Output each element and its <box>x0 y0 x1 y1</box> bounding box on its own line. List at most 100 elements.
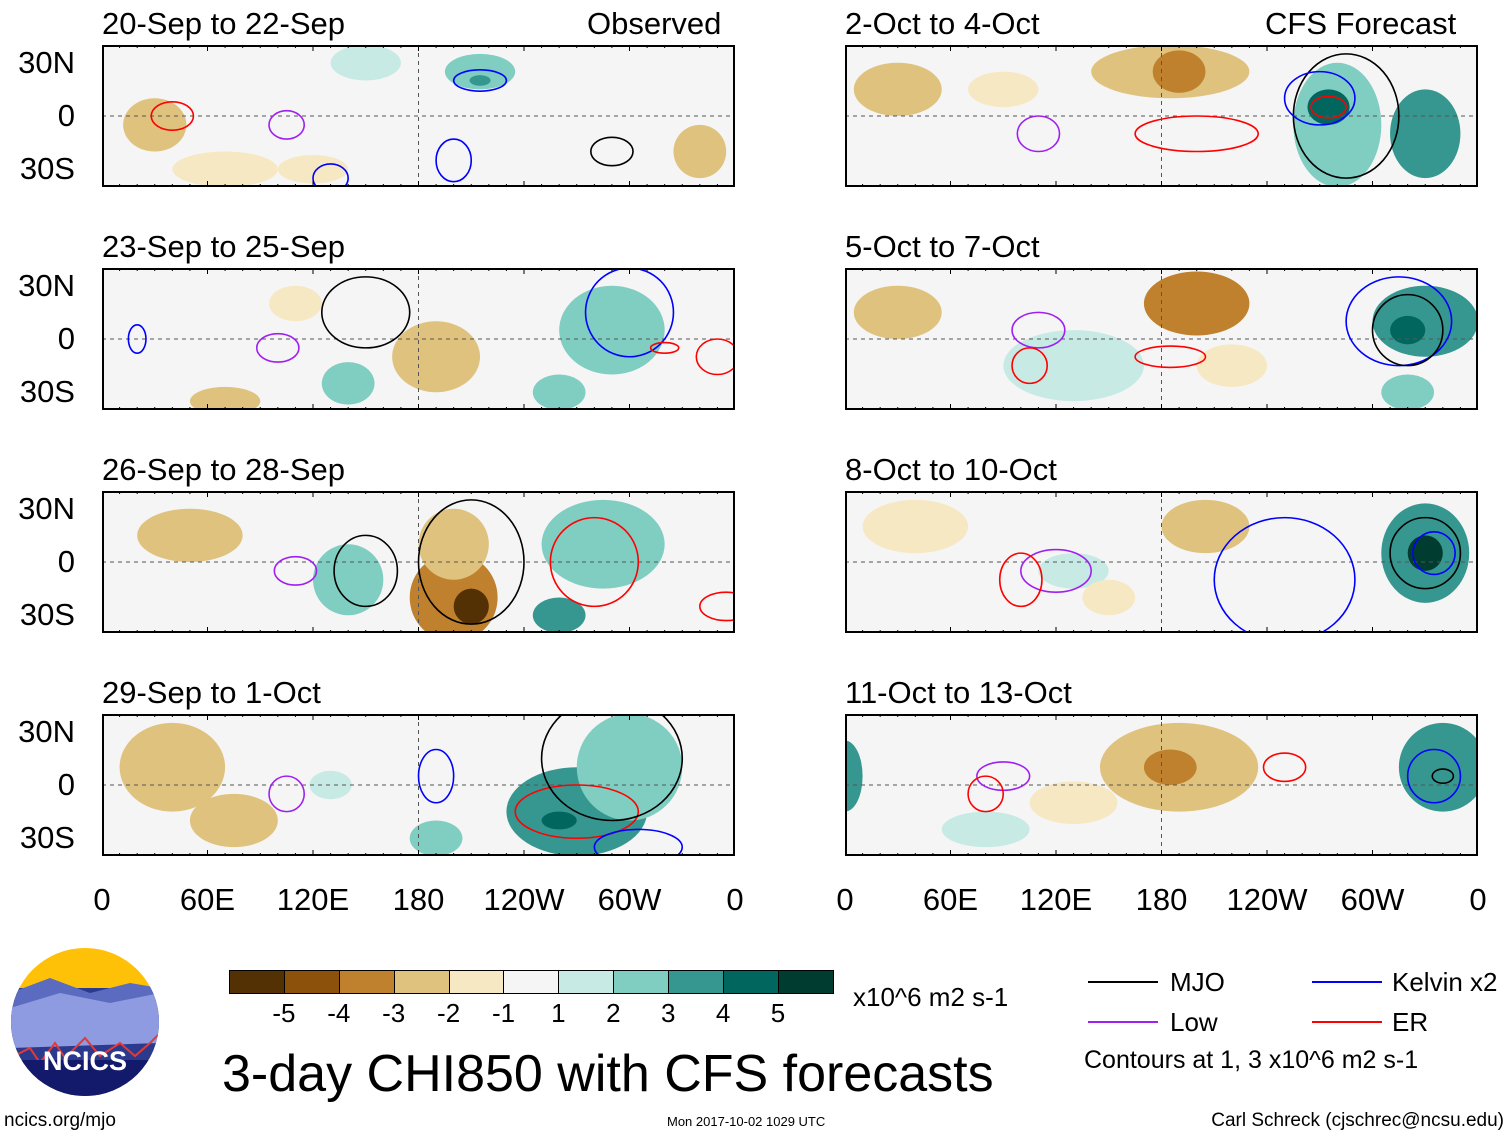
er-contour <box>150 100 195 131</box>
anomaly-shading <box>309 770 352 800</box>
mjo-contour <box>320 276 411 349</box>
colorbar-units: x10^6 m2 s-1 <box>853 982 1009 1012</box>
kelvin-contour <box>1213 516 1356 633</box>
low-contour <box>255 332 300 363</box>
x-tick-label: 180 <box>392 882 445 917</box>
low-contour <box>1016 115 1061 153</box>
anomaly-shading <box>576 714 683 821</box>
map-panel <box>102 714 735 856</box>
map-panel <box>845 491 1478 633</box>
anomaly-shading <box>321 362 375 405</box>
colorbar-swatch <box>724 971 779 993</box>
observed-header: Observed <box>587 6 722 41</box>
anomaly-shading <box>189 793 278 848</box>
contour-note: Contours at 1, 3 x10^6 m2 s-1 <box>1084 1046 1419 1074</box>
mjo-contour <box>1431 768 1455 785</box>
y-tick-label: 30S <box>19 597 75 633</box>
legend-mjo: MJO <box>1170 967 1225 997</box>
kelvin-contour <box>435 138 473 183</box>
legend-er-line <box>1312 1021 1382 1023</box>
anomaly-shading <box>1029 781 1118 825</box>
x-tick-label: 180 <box>1135 882 1188 917</box>
anomaly-shading <box>137 508 243 562</box>
anomaly-shading <box>119 722 226 812</box>
panel-title: 5-Oct to 7-Oct <box>845 229 1040 264</box>
anomaly-shading <box>1307 89 1350 125</box>
anomaly-shading <box>1003 330 1144 402</box>
anomaly-shading <box>845 740 863 812</box>
anomaly-shading <box>673 124 727 179</box>
kelvin-contour <box>312 163 349 187</box>
y-tick-label: 0 <box>57 544 75 579</box>
legend-kelvin: Kelvin x2 <box>1392 967 1498 997</box>
y-tick-label: 30N <box>18 490 75 526</box>
y-tick-label: 30N <box>18 267 75 303</box>
logo-text: NCICS <box>43 1046 127 1076</box>
x-tick-label: 0 <box>836 882 854 917</box>
anomaly-shading <box>853 62 942 116</box>
colorbar-swatch <box>230 971 285 993</box>
legend-low-line <box>1088 1021 1158 1023</box>
kelvin-contour <box>1406 748 1462 804</box>
anomaly-shading <box>541 811 577 830</box>
mjo-contour <box>540 714 684 822</box>
colorbar-label: 3 <box>660 998 676 1028</box>
colorbar <box>229 970 834 994</box>
anomaly-shading <box>1293 62 1382 187</box>
anomaly-shading <box>1381 374 1435 410</box>
mjo-contour <box>333 534 399 608</box>
y-tick-label: 0 <box>57 767 75 802</box>
panel-title: 26-Sep to 28-Sep <box>102 452 346 487</box>
figure-title: 3-day CHI850 with CFS forecasts <box>222 1045 994 1103</box>
anomaly-shading <box>392 321 481 393</box>
anomaly-shading <box>1143 749 1197 785</box>
low-contour <box>268 775 306 813</box>
kelvin-contour <box>1283 70 1356 126</box>
anomaly-shading <box>1143 271 1250 336</box>
panel-title: 8-Oct to 10-Oct <box>845 452 1057 487</box>
map-panel <box>845 45 1478 187</box>
kelvin-contour <box>127 323 147 354</box>
colorbar-swatch <box>339 971 395 993</box>
anomaly-shading <box>1372 285 1478 357</box>
kelvin-contour <box>1345 276 1453 367</box>
anomaly-shading <box>1398 722 1478 812</box>
er-contour <box>1134 115 1260 153</box>
colorbar-label: -3 <box>382 998 406 1028</box>
low-contour <box>273 555 318 586</box>
x-tick-label: 60W <box>597 882 662 917</box>
anomaly-shading <box>172 151 278 187</box>
map-panel <box>102 45 735 187</box>
legend-er: ER <box>1392 1007 1429 1037</box>
anomaly-shading <box>532 374 586 410</box>
footer-url[interactable]: ncics.org/mjo <box>4 1110 116 1131</box>
anomaly-shading <box>277 155 349 184</box>
colorbar-label: -1 <box>491 998 516 1028</box>
map-panel <box>102 268 735 410</box>
colorbar-label: 5 <box>770 998 786 1028</box>
footer-timestamp: Mon 2017-10-02 1029 UTC <box>667 1114 826 1129</box>
y-tick-label: 0 <box>57 321 75 356</box>
panel-title: 2-Oct to 4-Oct <box>845 6 1040 41</box>
anomaly-shading <box>532 597 586 633</box>
er-contour <box>1262 752 1307 783</box>
y-tick-label: 30S <box>19 820 75 856</box>
x-tick-label: 0 <box>726 882 744 917</box>
y-tick-label: 30N <box>18 44 75 80</box>
legend-low: Low <box>1170 1007 1218 1037</box>
kelvin-contour <box>593 828 684 856</box>
anomaly-shading <box>453 588 489 625</box>
er-contour <box>699 591 735 622</box>
colorbar-swatch <box>504 971 560 993</box>
colorbar-swatch <box>669 971 725 993</box>
er-contour <box>695 338 735 376</box>
x-tick-label: 120E <box>1019 882 1093 917</box>
er-contour <box>1134 345 1207 369</box>
colorbar-label: 2 <box>606 998 621 1028</box>
map-panel <box>845 714 1478 856</box>
anomaly-shading <box>409 820 463 856</box>
er-contour <box>1011 347 1049 385</box>
colorbar-swatch <box>559 971 615 993</box>
kelvin-contour <box>1412 531 1456 576</box>
